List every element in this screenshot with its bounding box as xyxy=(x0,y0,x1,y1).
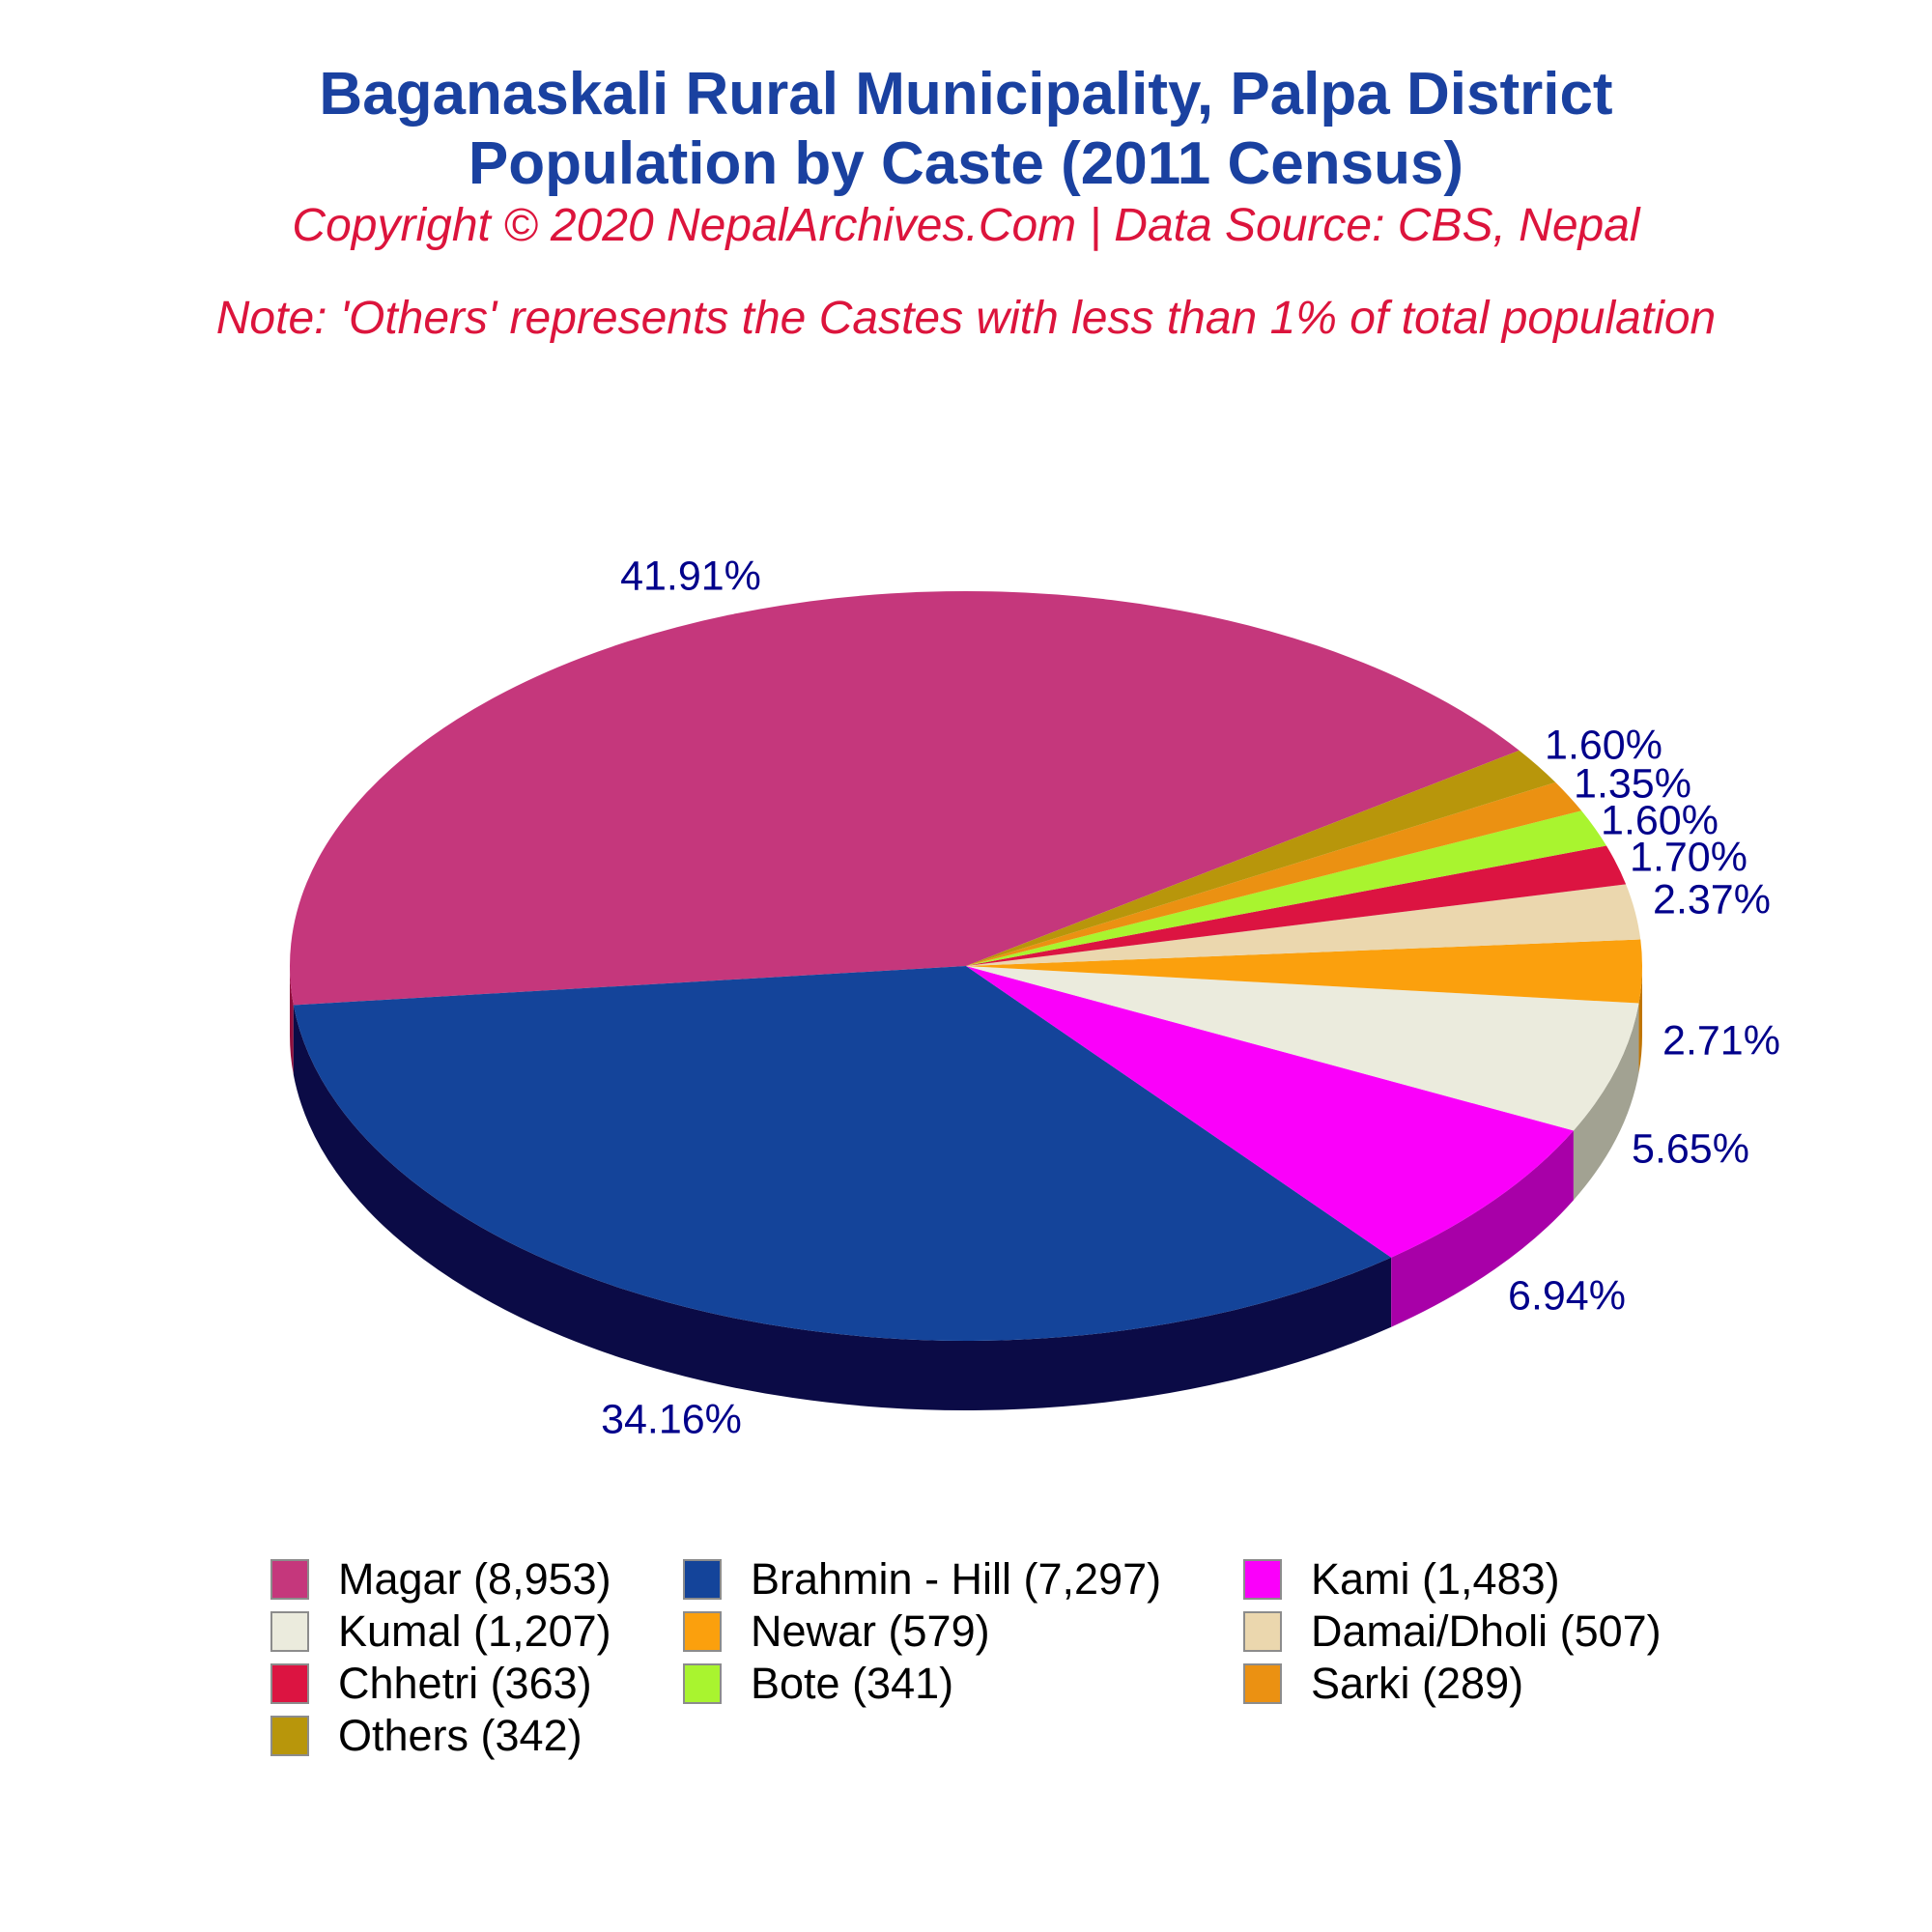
legend-label-brahmin-hill: Brahmin - Hill (7,297) xyxy=(751,1554,1162,1604)
legend-swatch-chhetri xyxy=(270,1663,309,1704)
legend-item-magar: Magar (8,953) xyxy=(270,1553,683,1605)
legend-label-others: Others (342) xyxy=(338,1711,582,1760)
legend: Magar (8,953) Brahmin - Hill (7,297) Kami … xyxy=(270,1553,1777,1762)
pie-slice-side-kumal xyxy=(1573,1003,1639,1201)
pie-slice-kami xyxy=(966,966,1574,1258)
legend-item-newar: Newar (579) xyxy=(683,1605,1243,1658)
legend-label-damai-dholi: Damai/Dholi (507) xyxy=(1311,1606,1662,1656)
pie-slice-chhetri xyxy=(966,845,1627,966)
legend-item-kumal: Kumal (1,207) xyxy=(270,1605,683,1658)
legend-swatch-kumal xyxy=(270,1611,309,1652)
legend-item-kami: Kami (1,483) xyxy=(1243,1553,1777,1605)
pie-slice-kumal xyxy=(966,966,1639,1131)
pie-slice-brahmin-hill xyxy=(293,966,1392,1342)
legend-item-brahmin-hill: Brahmin - Hill (7,297) xyxy=(683,1553,1243,1605)
chart-title-line1: Baganaskali Rural Municipality, Palpa Di… xyxy=(319,61,1613,128)
legend-item-bote: Bote (341) xyxy=(683,1658,1243,1710)
legend-swatch-magar xyxy=(270,1559,309,1600)
legend-label-bote: Bote (341) xyxy=(751,1659,954,1708)
legend-swatch-newar xyxy=(683,1611,722,1652)
legend-swatch-others xyxy=(270,1716,309,1756)
chart-title: Baganaskali Rural Municipality, Palpa Di… xyxy=(0,60,1932,199)
legend-item-others: Others (342) xyxy=(270,1710,683,1762)
pie-slice-bote xyxy=(966,810,1606,966)
legend-swatch-sarki xyxy=(1243,1663,1282,1704)
pie-slice-side-brahmin-hill xyxy=(293,1005,1392,1411)
pie-slice-side-newar xyxy=(1638,966,1642,1073)
legend-swatch-bote xyxy=(683,1663,722,1704)
copyright-text: Copyright © 2020 NepalArchives.Com | Dat… xyxy=(292,200,1640,251)
chart-title-line2: Population by Caste (2011 Census) xyxy=(468,130,1464,197)
legend-label-magar: Magar (8,953) xyxy=(338,1554,611,1604)
pie-slice-newar xyxy=(966,939,1643,1004)
legend-item-chhetri: Chhetri (363) xyxy=(270,1658,683,1710)
pie-slice-side-magar xyxy=(290,966,294,1075)
pie-slice-others xyxy=(966,750,1556,966)
note-text: Note: 'Others' represents the Castes wit… xyxy=(215,293,1717,344)
legend-label-kumal: Kumal (1,207) xyxy=(338,1606,611,1656)
legend-label-newar: Newar (579) xyxy=(751,1606,990,1656)
legend-item-sarki: Sarki (289) xyxy=(1243,1658,1777,1710)
legend-label-chhetri: Chhetri (363) xyxy=(338,1659,592,1708)
legend-label-sarki: Sarki (289) xyxy=(1311,1659,1524,1708)
legend-swatch-damai-dholi xyxy=(1243,1611,1282,1652)
legend-item-damai-dholi: Damai/Dholi (507) xyxy=(1243,1605,1777,1658)
pie-slice-damai-dholi xyxy=(966,884,1641,966)
pie-slice-magar xyxy=(290,591,1520,1006)
legend-swatch-brahmin-hill xyxy=(683,1559,722,1600)
legend-label-kami: Kami (1,483) xyxy=(1311,1554,1560,1604)
legend-swatch-kami xyxy=(1243,1559,1282,1600)
pie-slice-sarki xyxy=(966,781,1582,966)
pie-slice-side-kami xyxy=(1391,1130,1574,1327)
